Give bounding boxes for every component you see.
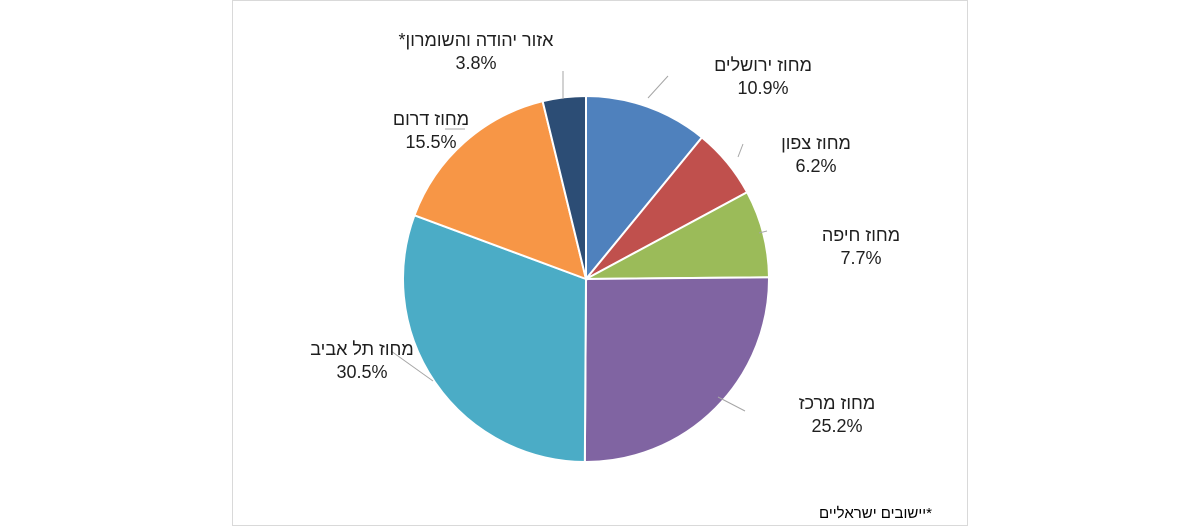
leader-line (390, 350, 434, 382)
leader-line (737, 143, 744, 158)
slice-category-label: מחוז חיפה (822, 225, 900, 245)
slice-category-label: מחוז ירושלים (714, 55, 812, 75)
leader-line (717, 396, 746, 412)
chart-frame: מחוז ירושלים 10.9% מחוז צפון 6.2% מחוז חיפה 7… (232, 0, 968, 526)
slice-value-label: 6.2% (795, 156, 836, 176)
slice-value-label: 30.5% (336, 362, 387, 382)
pie-slice (585, 94, 704, 282)
pie-slice (402, 213, 588, 464)
leader-line (758, 230, 768, 234)
slice-category-label: מחוז צפון (781, 133, 851, 153)
slice-value-label: 3.8% (455, 53, 496, 73)
slice-category-label: מחוז תל אביב (310, 339, 413, 359)
pie-chart: מחוז ירושלים 10.9% מחוז צפון 6.2% מחוז חיפה 7… (310, 30, 900, 464)
footnote: *יישובים ישראליים (819, 505, 932, 522)
slice-value-label: 7.7% (840, 248, 881, 268)
leader-line (647, 75, 669, 99)
slice-category-label: אזור יהודה והשומרון* (399, 30, 555, 50)
slice-category-label: מחוז מרכז (799, 393, 875, 413)
slice-value-label: 15.5% (405, 132, 456, 152)
pie-slice (583, 276, 770, 463)
pie-slice (413, 100, 588, 281)
slice-category-label: מחוז דרום (393, 109, 469, 129)
slice-value-label: 25.2% (811, 416, 862, 436)
slice-value-label: 10.9% (737, 78, 788, 98)
pie-slice (541, 94, 587, 280)
